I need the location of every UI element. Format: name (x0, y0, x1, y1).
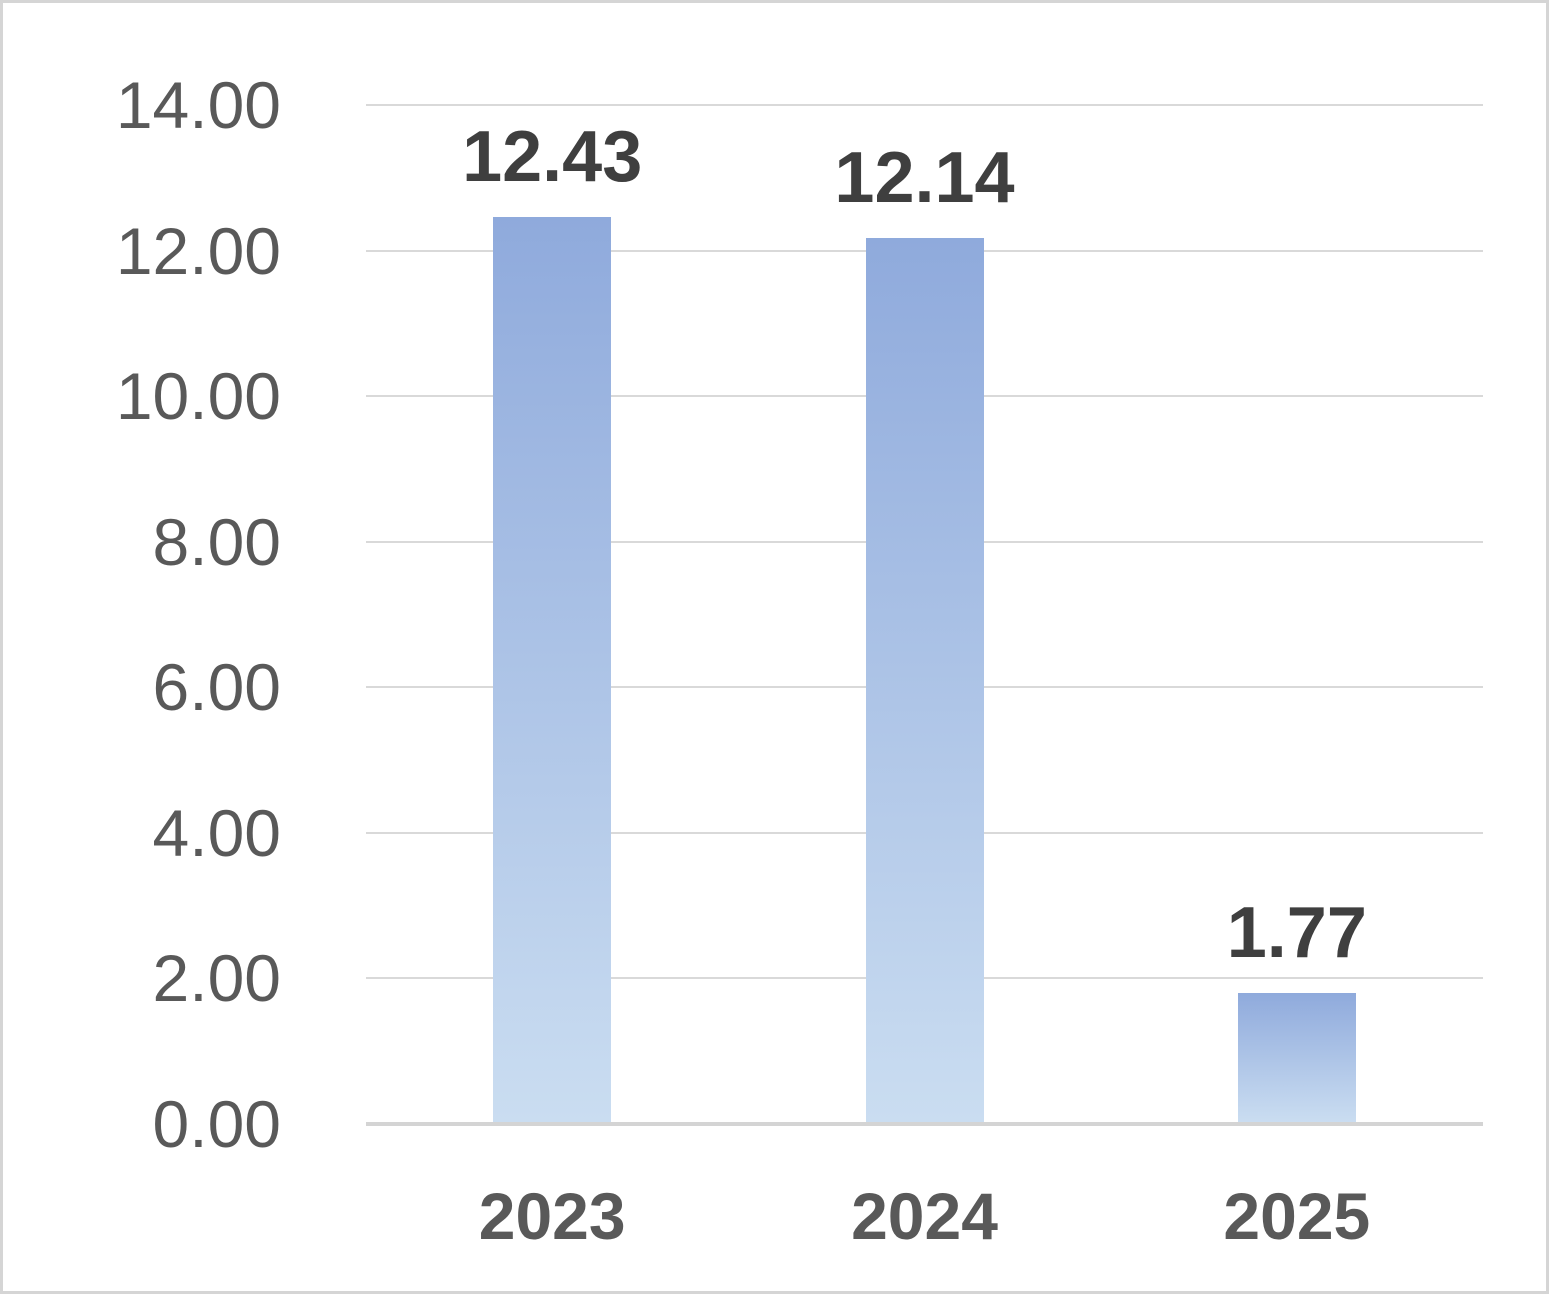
y-tick-label: 0.00 (152, 1087, 281, 1161)
category-label: 2024 (851, 1179, 998, 1253)
bar-data-label: 12.14 (834, 138, 1015, 219)
y-tick-label: 14.00 (115, 68, 281, 142)
bar (493, 217, 612, 1122)
bar-data-label: 12.43 (462, 117, 643, 198)
bar-data-label: 1.77 (1226, 893, 1367, 974)
bars-layer (3, 3, 1546, 1291)
y-tick-label: 8.00 (152, 504, 281, 579)
y-tick-label: 2.00 (152, 941, 281, 1016)
y-tick-label: 4.00 (152, 795, 281, 870)
x-axis-line (366, 1122, 1483, 1126)
gridline (366, 104, 1483, 106)
category-label: 2025 (1223, 1179, 1371, 1253)
bar (1237, 993, 1356, 1122)
y-tick-label: 10.00 (115, 359, 281, 434)
y-tick-label: 12.00 (115, 213, 281, 288)
category-axis-labels: 2023 2024 2025 (3, 3, 1546, 1291)
bar (865, 238, 984, 1122)
category-label: 2023 (478, 1179, 626, 1253)
y-axis-tick-labels: 0.00 2.00 4.00 6.00 8.00 10.00 12.00 14.00 (3, 3, 1546, 1291)
y-tick-label: 6.00 (152, 650, 281, 725)
data-labels-layer: 12.43 12.14 1.77 (3, 3, 1546, 1291)
